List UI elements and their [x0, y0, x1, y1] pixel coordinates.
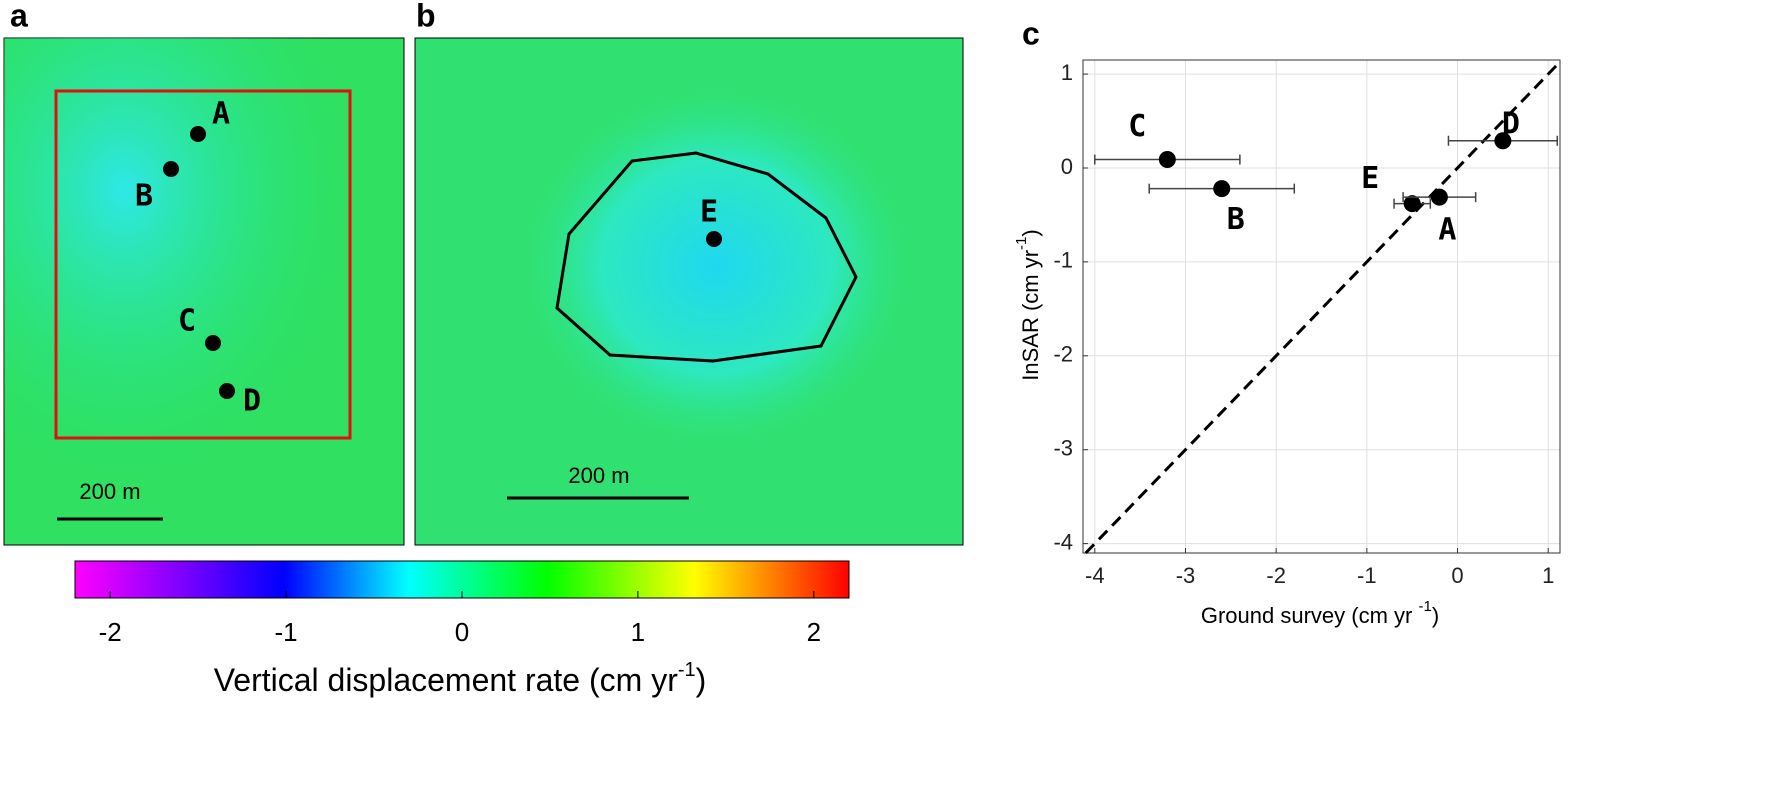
- site: [706, 231, 722, 247]
- point-label: D: [1502, 106, 1520, 141]
- point: [1430, 188, 1448, 206]
- x-tick-label: 1: [1542, 563, 1554, 588]
- point: [1403, 195, 1421, 213]
- point-label: A: [1438, 213, 1456, 248]
- scale-bar-label: 200 m: [79, 479, 140, 504]
- axes-frame: [1082, 59, 1561, 554]
- site-label: D: [243, 384, 261, 419]
- y-tick-label: -1: [1053, 248, 1073, 273]
- site: [205, 335, 221, 351]
- y-tick-label: 0: [1061, 154, 1073, 179]
- outline: [555, 151, 858, 363]
- panel-label: a: [10, 0, 28, 33]
- x-tick-label: -3: [1176, 563, 1196, 588]
- tick-label: 2: [807, 617, 821, 647]
- plot-area: [1083, 60, 1560, 553]
- x-tick-label: -4: [1085, 563, 1105, 588]
- tick-label: 1: [631, 617, 645, 647]
- site-label: A: [212, 97, 230, 132]
- site-label: B: [135, 179, 153, 214]
- y-tick-label: -4: [1053, 529, 1073, 554]
- tick-label: -2: [99, 617, 122, 647]
- x-tick-label: -1: [1357, 563, 1377, 588]
- x-tick-label: -2: [1266, 563, 1286, 588]
- x-axis-label: Ground survey (cm yr -1): [1201, 598, 1439, 628]
- scale-bar-label: 200 m: [568, 463, 629, 488]
- y-tick-label: 1: [1061, 60, 1073, 85]
- point: [1213, 180, 1231, 198]
- study-box: [54, 89, 352, 440]
- map-a-shade: [4, 38, 404, 545]
- y-tick-label: -2: [1053, 342, 1073, 367]
- site: [190, 126, 206, 142]
- site: [219, 383, 235, 399]
- point-label: E: [1361, 161, 1379, 196]
- colorbar-label: Vertical displacement rate (cm yr-1): [214, 659, 707, 698]
- site-label: C: [178, 304, 196, 339]
- point-label: B: [1227, 202, 1245, 237]
- site: [163, 161, 179, 177]
- panel-label: c: [1022, 15, 1040, 51]
- point-label: C: [1128, 109, 1146, 144]
- x-tick-label: 0: [1451, 563, 1463, 588]
- panel-label: b: [416, 0, 436, 33]
- point: [1158, 151, 1176, 169]
- map-b-shade: [415, 38, 963, 545]
- tick-label: 0: [455, 617, 469, 647]
- tick-label: -1: [275, 617, 298, 647]
- y-tick-label: -3: [1053, 436, 1073, 461]
- site-label: E: [700, 195, 718, 230]
- y-axis-label: InSAR (cm yr-1): [1013, 229, 1043, 380]
- point: [1494, 132, 1512, 150]
